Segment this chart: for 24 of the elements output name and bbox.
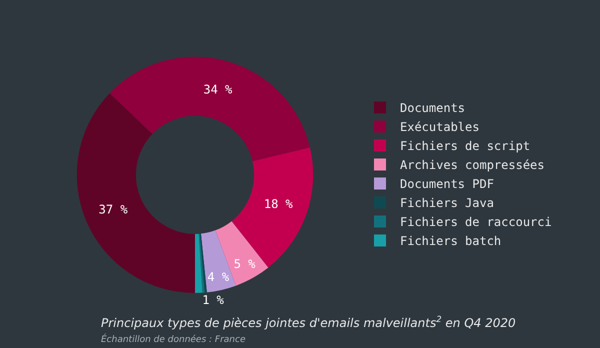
- legend-label: Fichiers Java: [400, 196, 494, 210]
- donut-slice: [76, 93, 195, 294]
- data-label: 5 %: [234, 256, 256, 271]
- donut-slice: [195, 234, 202, 294]
- data-label: 34 %: [203, 82, 234, 96]
- text: Échantillon de données : France: [101, 333, 246, 345]
- legend-label: Fichiers batch: [400, 234, 502, 248]
- donut-slice: [110, 56, 310, 162]
- donut-slice: [200, 234, 207, 293]
- legend-label: Exécutables: [400, 120, 480, 134]
- legend-label: Fichiers de raccourci: [400, 215, 552, 230]
- donut-slice: [215, 221, 268, 286]
- donut-slice: [200, 230, 236, 292]
- legend-label: Fichiers de script: [400, 139, 530, 154]
- data-label: 1 %: [202, 292, 225, 307]
- legend-label: Documents PDF: [400, 177, 494, 192]
- data-label: 4 %: [207, 270, 230, 284]
- donut-slice: [232, 148, 314, 268]
- legend-label: Documents: [400, 101, 466, 116]
- text: Principaux types de pièces jointes d'emails malveillants$^{2}$ en Q4 2020: [101, 314, 516, 330]
- data-label: 18 %: [264, 196, 294, 211]
- legend-label: Archives compressées: [400, 158, 544, 172]
- data-label: 37 %: [98, 202, 128, 217]
- donut-slice: [198, 234, 205, 293]
